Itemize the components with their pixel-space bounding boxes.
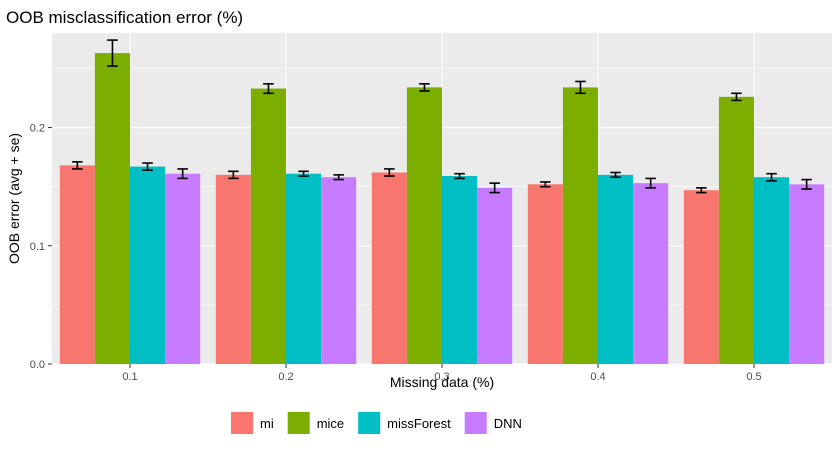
legend-label-DNN: DNN [494, 416, 522, 431]
bar-missForest-0.1 [130, 166, 166, 364]
error-bar-DNN-0.4 [645, 177, 656, 189]
bar-mi-0.1 [59, 165, 95, 364]
error-bar-mi-0.1 [72, 161, 83, 170]
bar-DNN-0.5 [789, 184, 825, 364]
bar-mice-0.4 [562, 87, 598, 364]
legend-item-DNN: DNN [464, 412, 522, 434]
legend-key-DNN [464, 412, 487, 434]
legend-key-missForest [358, 412, 381, 434]
error-bar-mice-0.2 [263, 83, 274, 95]
legend: mi mice missForest DNN [231, 412, 522, 434]
error-bar-missForest-0.2 [298, 170, 309, 177]
error-bar-DNN-0.1 [177, 168, 188, 180]
y-axis-title: OOB error (avg + se) [6, 133, 22, 264]
error-bar-missForest-0.5 [766, 172, 777, 182]
error-bar-mice-0.5 [731, 92, 742, 102]
error-bar-mi-0.5 [696, 187, 707, 194]
bar-mi-0.3 [371, 172, 407, 364]
x-tick-label: 0.1 [122, 371, 137, 383]
bar-mice-0.2 [250, 88, 286, 364]
error-bar-mice-0.1 [107, 39, 118, 67]
error-bar-DNN-0.5 [801, 178, 812, 190]
bar-DNN-0.2 [321, 177, 357, 364]
bar-mice-0.3 [406, 87, 442, 364]
x-axis: 0.1 0.2 0.3 0.4 0.5 [122, 364, 762, 383]
bar-missForest-0.4 [598, 174, 634, 364]
x-tick-label: 0.4 [590, 371, 605, 383]
y-tick-label: 0.0 [30, 359, 45, 371]
error-bars [72, 39, 812, 194]
bar-mi-0.2 [215, 174, 251, 364]
error-bar-missForest-0.3 [454, 172, 465, 180]
error-bar-missForest-0.4 [610, 171, 621, 179]
y-tick-label: 0.2 [30, 123, 45, 135]
legend-item-mice: mice [287, 412, 344, 434]
legend-item-mi: mi [231, 412, 274, 434]
x-tick-label: 0.2 [278, 371, 293, 383]
bar-missForest-0.2 [286, 173, 322, 364]
chart-title: OOB misclassification error (%) [6, 8, 243, 27]
legend-label-mice: mice [317, 416, 344, 431]
error-bar-missForest-0.1 [142, 162, 153, 171]
legend-label-mi: mi [260, 416, 274, 431]
error-bar-mi-0.2 [228, 170, 239, 180]
legend-item-missForest: missForest [358, 412, 451, 434]
x-tick-label: 0.5 [746, 371, 761, 383]
y-axis: 0.0 0.1 0.2 [30, 123, 52, 371]
error-bar-mi-0.4 [540, 181, 551, 188]
error-bar-DNN-0.3 [489, 182, 500, 194]
error-bar-mice-0.4 [575, 80, 586, 95]
bar-missForest-0.5 [754, 177, 790, 364]
legend-label-missForest: missForest [387, 416, 451, 431]
error-bar-mice-0.3 [419, 83, 430, 92]
bar-mi-0.5 [683, 190, 719, 364]
bar-DNN-0.4 [633, 183, 669, 364]
legend-key-mice [287, 412, 310, 434]
bar-DNN-0.3 [477, 187, 513, 364]
x-tick-label: 0.3 [434, 371, 449, 383]
bar-missForest-0.3 [442, 176, 478, 364]
bar-mice-0.1 [94, 53, 130, 364]
bar-mi-0.4 [527, 184, 563, 364]
bar-DNN-0.1 [165, 173, 201, 364]
error-bar-DNN-0.2 [333, 174, 344, 181]
x-axis-title: Missing data (%) [390, 374, 494, 390]
bar-mice-0.5 [718, 96, 754, 364]
error-bar-mi-0.3 [384, 168, 395, 177]
bars [59, 53, 825, 364]
y-tick-label: 0.1 [30, 241, 45, 253]
legend-key-mi [231, 412, 253, 434]
